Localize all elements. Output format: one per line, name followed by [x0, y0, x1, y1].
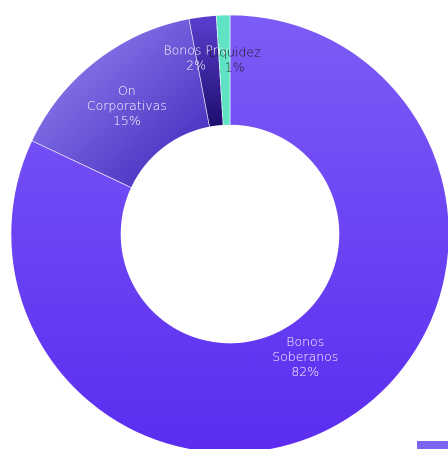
label-bonos-priv: Bonos Priv 2%: [163, 42, 228, 72]
donut-hole: [121, 125, 339, 343]
label-liquidez: Liquidez 1%: [209, 45, 261, 75]
legend-swatch: [417, 441, 448, 449]
label-bonos-soberanos: Bonos Soberanos 82%: [272, 334, 338, 379]
label-on-corporativas: On Corporativas 15%: [87, 83, 167, 128]
